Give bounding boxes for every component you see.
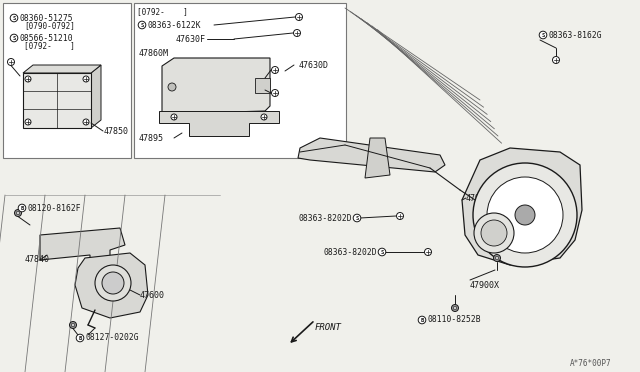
Text: A*76*00P7: A*76*00P7 xyxy=(570,359,612,368)
Text: S: S xyxy=(12,16,15,20)
Circle shape xyxy=(271,90,278,96)
Text: B: B xyxy=(420,317,424,323)
Text: FRONT: FRONT xyxy=(315,324,342,333)
Text: 08363-8202D: 08363-8202D xyxy=(298,214,352,222)
Circle shape xyxy=(487,177,563,253)
Text: 08363-8202D: 08363-8202D xyxy=(323,247,377,257)
Circle shape xyxy=(16,211,20,215)
Circle shape xyxy=(271,67,278,74)
Text: B: B xyxy=(20,205,24,211)
Polygon shape xyxy=(298,138,445,172)
Circle shape xyxy=(76,334,84,342)
Text: 08120-8162F: 08120-8162F xyxy=(28,203,81,212)
Circle shape xyxy=(95,265,131,301)
Polygon shape xyxy=(462,148,582,265)
Text: 47900X: 47900X xyxy=(470,280,500,289)
Circle shape xyxy=(171,114,177,120)
Circle shape xyxy=(515,205,535,225)
Circle shape xyxy=(493,254,500,262)
Text: 47990: 47990 xyxy=(466,193,491,202)
Circle shape xyxy=(378,248,386,256)
Text: 47630D: 47630D xyxy=(299,61,329,70)
Circle shape xyxy=(8,58,15,65)
Text: S: S xyxy=(541,32,545,38)
Circle shape xyxy=(71,323,75,327)
Polygon shape xyxy=(365,138,390,178)
Bar xyxy=(3,3,131,158)
Circle shape xyxy=(296,13,303,20)
Circle shape xyxy=(168,83,176,91)
Text: 47840: 47840 xyxy=(25,256,50,264)
Text: S: S xyxy=(140,22,143,28)
Circle shape xyxy=(25,76,31,82)
Circle shape xyxy=(25,119,31,125)
Circle shape xyxy=(552,57,559,64)
Polygon shape xyxy=(162,58,270,114)
Text: B: B xyxy=(78,336,82,340)
Circle shape xyxy=(294,29,301,36)
Text: 47860M: 47860M xyxy=(139,48,169,58)
Circle shape xyxy=(15,209,22,217)
Text: [0792-    ]: [0792- ] xyxy=(24,42,75,51)
Bar xyxy=(134,3,346,158)
Circle shape xyxy=(424,248,431,256)
Circle shape xyxy=(451,305,458,311)
Polygon shape xyxy=(91,65,101,128)
Circle shape xyxy=(495,256,499,260)
Text: 08127-0202G: 08127-0202G xyxy=(85,334,139,343)
Circle shape xyxy=(353,214,361,222)
Polygon shape xyxy=(23,65,101,73)
Circle shape xyxy=(540,31,547,39)
Circle shape xyxy=(453,306,457,310)
Text: [0792-    ]: [0792- ] xyxy=(137,7,188,16)
Circle shape xyxy=(397,212,403,219)
Polygon shape xyxy=(75,253,148,318)
Text: 08363-8162G: 08363-8162G xyxy=(548,31,602,39)
Polygon shape xyxy=(40,228,125,268)
Circle shape xyxy=(83,119,89,125)
Text: 47850: 47850 xyxy=(104,126,129,135)
Circle shape xyxy=(83,76,89,82)
Text: 08360-51275: 08360-51275 xyxy=(19,13,73,22)
Circle shape xyxy=(102,272,124,294)
Text: [0790-0792]: [0790-0792] xyxy=(24,22,75,31)
Circle shape xyxy=(138,21,146,29)
Circle shape xyxy=(261,114,267,120)
Text: 08363-6122K: 08363-6122K xyxy=(147,20,201,29)
Circle shape xyxy=(473,163,577,267)
Bar xyxy=(255,78,270,93)
Text: 47600: 47600 xyxy=(140,291,165,299)
Circle shape xyxy=(10,34,18,42)
Text: S: S xyxy=(355,215,358,221)
Circle shape xyxy=(474,213,514,253)
Circle shape xyxy=(10,14,18,22)
Circle shape xyxy=(418,316,426,324)
Text: 08110-8252B: 08110-8252B xyxy=(428,315,481,324)
Text: 47895: 47895 xyxy=(139,134,164,142)
Circle shape xyxy=(481,220,507,246)
Bar xyxy=(23,73,91,128)
Text: 47630F: 47630F xyxy=(176,35,206,44)
Circle shape xyxy=(18,204,26,212)
Circle shape xyxy=(70,321,77,328)
Text: 08566-51210: 08566-51210 xyxy=(19,33,73,42)
Polygon shape xyxy=(159,111,279,136)
Text: S: S xyxy=(380,250,383,254)
Text: S: S xyxy=(12,35,15,41)
